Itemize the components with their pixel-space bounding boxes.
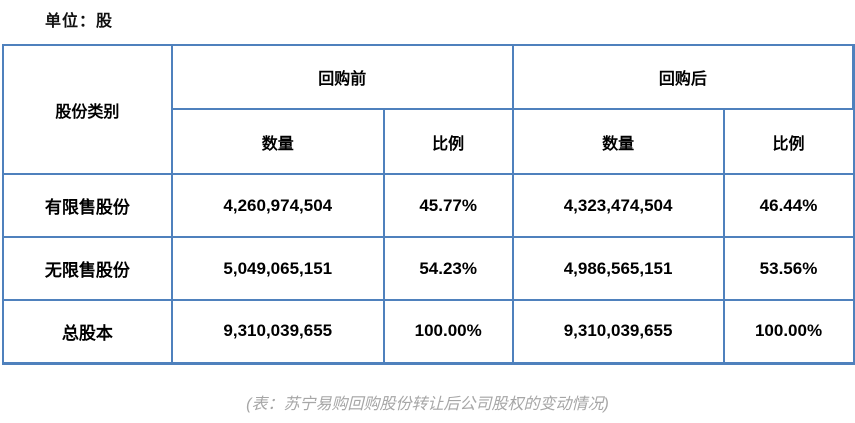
pre-quantity-cell: 4,260,974,504 [170,173,385,238]
share-structure-table: 股份类别 回购前 回购后 数量 比例 数量 比例 有限售股份 4,260,974… [2,44,855,365]
pre-ratio-cell: 100.00% [382,299,514,365]
post-quantity-cell: 9,310,039,655 [511,299,725,365]
pre-quantity-cell: 9,310,039,655 [170,299,385,365]
corner-header-share-category: 股份类别 [2,44,173,175]
post-ratio-cell: 53.56% [722,236,855,301]
post-ratio-cell: 100.00% [722,299,855,365]
table-row-restricted-shares: 有限售股份 4,260,974,504 45.77% 4,323,474,504… [2,173,855,238]
header-group-row: 股份类别 回购前 回购后 [2,44,855,175]
group-header-pre-buyback: 回购前 [170,44,514,110]
table-row-total-shares: 总股本 9,310,039,655 100.00% 9,310,039,655 … [2,299,855,365]
table-caption: (表：苏宁易购回购股份转让后公司股权的变动情况) [246,396,609,413]
sub-header-pre-ratio: 比例 [382,108,514,175]
table-row-unrestricted-shares: 无限售股份 5,049,065,151 54.23% 4,986,565,151… [2,236,855,301]
sub-header-post-quantity: 数量 [511,108,725,175]
sub-header-post-ratio: 比例 [722,108,855,175]
header-sub-row: 数量 比例 数量 比例 [3,108,855,175]
group-header-post-buyback: 回购后 [511,44,855,110]
row-label: 无限售股份 [2,236,173,301]
post-quantity-cell: 4,986,565,151 [511,236,725,301]
post-ratio-cell: 46.44% [722,173,855,238]
sub-header-pre-quantity: 数量 [170,108,385,175]
row-label: 总股本 [2,299,173,365]
pre-quantity-cell: 5,049,065,151 [170,236,385,301]
pre-ratio-cell: 45.77% [382,173,514,238]
post-quantity-cell: 4,323,474,504 [511,173,725,238]
unit-label: 单位：股 [45,13,114,30]
row-label: 有限售股份 [2,173,173,238]
pre-ratio-cell: 54.23% [382,236,514,301]
